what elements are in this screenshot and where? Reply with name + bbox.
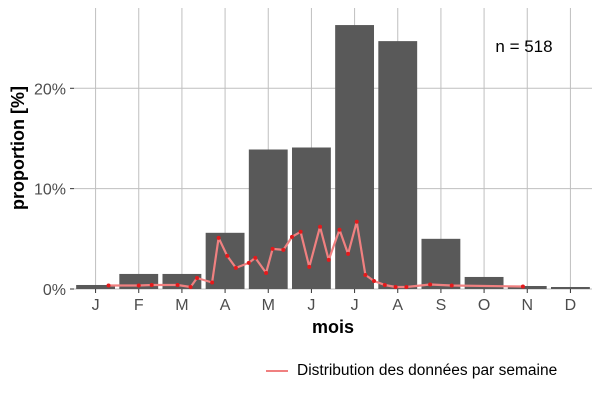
x-axis-title: mois: [312, 317, 354, 337]
x-tick-label: J: [351, 297, 359, 314]
x-tick-label: M: [175, 297, 188, 314]
weekly-point: [372, 278, 377, 283]
x-tick-label: D: [565, 297, 577, 314]
weekly-point: [233, 265, 238, 270]
weekly-point: [449, 283, 454, 288]
y-tick-label: 20%: [34, 81, 66, 98]
weekly-point: [363, 272, 368, 277]
weekly-point: [346, 251, 351, 256]
x-tick-label: J: [92, 297, 100, 314]
weekly-point: [175, 282, 180, 287]
sample-size-annotation: n = 518: [495, 37, 552, 56]
weekly-point: [246, 260, 251, 265]
weekly-distribution-line: [106, 219, 525, 289]
weekly-point: [354, 219, 359, 224]
legend: Distribution des données par semaine: [266, 362, 557, 380]
x-tick-label: F: [134, 297, 144, 314]
bar-12: [550, 286, 590, 289]
weekly-point: [318, 224, 323, 229]
x-tick-label: S: [436, 297, 447, 314]
weekly-point: [225, 253, 230, 258]
weekly-point: [149, 282, 154, 287]
weekly-point: [289, 234, 294, 239]
weekly-point: [210, 280, 215, 285]
x-tick-label: J: [307, 297, 315, 314]
x-tick-label: A: [392, 297, 403, 314]
weekly-point: [307, 264, 312, 269]
x-tick-label: N: [521, 297, 533, 314]
weekly-point: [382, 282, 387, 287]
bar-6: [291, 147, 331, 289]
bar-11: [507, 285, 547, 289]
weekly-point: [520, 284, 525, 289]
weekly-point: [298, 229, 303, 234]
bar-9: [421, 238, 461, 289]
legend-line-swatch: [266, 369, 288, 373]
weekly-point: [404, 284, 409, 289]
x-tick-label: M: [262, 297, 275, 314]
bar-8: [378, 41, 418, 289]
weekly-point: [281, 247, 286, 252]
weekly-point: [337, 227, 342, 232]
weekly-point: [106, 283, 111, 288]
bar-7: [335, 25, 375, 289]
weekly-point: [188, 284, 193, 289]
weekly-point: [326, 257, 331, 262]
bar-1: [76, 284, 116, 289]
y-tick-label: 0%: [43, 282, 66, 299]
y-axis-ticks: 0% 10% 20%: [34, 81, 74, 299]
weekly-point: [264, 270, 269, 275]
weekly-point: [393, 284, 398, 289]
weekly-point: [216, 235, 221, 240]
weekly-point: [253, 255, 258, 260]
y-tick-label: 10%: [34, 182, 66, 199]
weekly-point: [428, 282, 433, 287]
y-axis-title: proportion [%]: [8, 86, 28, 210]
weekly-point: [270, 246, 275, 251]
legend-label: Distribution des données par semaine: [297, 362, 558, 379]
weekly-point: [195, 275, 200, 280]
bars: [76, 25, 590, 289]
x-tick-label: O: [478, 297, 490, 314]
weekly-point: [136, 283, 141, 288]
x-tick-label: A: [220, 297, 231, 314]
